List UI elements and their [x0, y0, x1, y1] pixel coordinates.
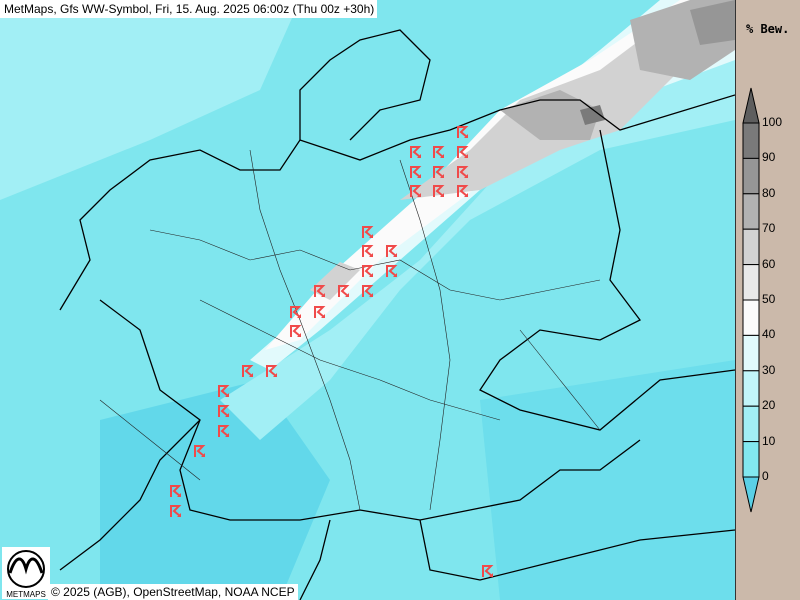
thunderstorm-icon — [433, 185, 445, 197]
colorbar-segment — [742, 334, 760, 372]
thunderstorm-icon — [170, 505, 182, 517]
colorbar-segment — [742, 122, 760, 159]
legend-tick-label: 90 — [762, 150, 776, 165]
colorbar-over-arrow — [742, 87, 760, 124]
legend-tick-label: 40 — [762, 327, 776, 342]
thunderstorm-icon — [410, 166, 422, 178]
legend-panel: % Bew. 100 90 80 70 60 50 40 30 20 10 0 — [735, 0, 800, 600]
metmaps-logo: METMAPS — [2, 547, 50, 599]
legend-tick-label: 80 — [762, 185, 776, 200]
thunderstorm-icon — [362, 226, 374, 238]
thunderstorm-icon — [457, 185, 469, 197]
legend-title: % Bew. — [746, 22, 790, 36]
thunderstorm-icon — [170, 485, 182, 497]
thunderstorm-icon — [218, 385, 230, 397]
thunderstorm-icon — [314, 306, 326, 318]
thunderstorm-icon — [194, 445, 206, 457]
colorbar-segment — [742, 264, 760, 301]
weather-map[interactable]: MetMaps, Gfs WW-Symbol, Fri, 15. Aug. 20… — [0, 0, 735, 600]
legend-tick-label: 70 — [762, 221, 776, 236]
legend-tick-label: 100 — [762, 115, 783, 129]
thunderstorm-icon — [218, 425, 230, 437]
map-canvas — [0, 0, 735, 600]
legend-tick-label: 0 — [762, 469, 769, 483]
weather-symbols — [170, 126, 494, 577]
thunderstorm-icon — [410, 185, 422, 197]
thunderstorm-icon — [410, 146, 422, 158]
colorbar-segment — [742, 370, 760, 407]
thunderstorm-icon — [362, 245, 374, 257]
thunderstorm-icon — [433, 146, 445, 158]
thunderstorm-icon — [482, 565, 494, 577]
map-title: MetMaps, Gfs WW-Symbol, Fri, 15. Aug. 20… — [0, 0, 378, 18]
colorbar-segment — [742, 441, 760, 478]
colorbar — [742, 87, 760, 513]
region-borders — [99, 149, 601, 511]
thunderstorm-icon — [218, 405, 230, 417]
legend-tick-label: 20 — [762, 398, 776, 413]
thunderstorm-icon — [386, 265, 398, 277]
thunderstorm-icon — [457, 166, 469, 178]
thunderstorm-icon — [457, 126, 469, 138]
svg-text:METMAPS: METMAPS — [6, 590, 46, 599]
legend-tick-label: 30 — [762, 362, 776, 377]
thunderstorm-icon — [338, 285, 350, 297]
colorbar-segment — [742, 157, 760, 195]
thunderstorm-icon — [290, 306, 302, 318]
colorbar-segment — [742, 405, 760, 443]
thunderstorm-icon — [266, 365, 278, 377]
thunderstorm-icon — [362, 285, 374, 297]
cloud-cover-field — [0, 0, 735, 600]
colorbar-segment — [742, 299, 760, 336]
thunderstorm-icon — [242, 365, 254, 377]
thunderstorm-icon — [362, 265, 374, 277]
thunderstorm-icon — [433, 166, 445, 178]
legend-tick-label: 50 — [762, 292, 776, 306]
legend-tick-label: 60 — [762, 256, 776, 271]
thunderstorm-icon — [290, 325, 302, 337]
thunderstorm-icon — [457, 146, 469, 158]
country-borders — [59, 29, 735, 600]
credits-text: © 2025 (AGB), OpenStreetMap, NOAA NCEP — [48, 584, 298, 600]
thunderstorm-icon — [386, 245, 398, 257]
colorbar-segment — [742, 193, 760, 230]
legend-tick-label: 10 — [762, 433, 776, 448]
thunderstorm-icon — [314, 285, 326, 297]
colorbar-under-arrow — [742, 476, 760, 513]
colorbar-segment — [742, 228, 760, 266]
logo-icon: METMAPS — [6, 550, 46, 599]
